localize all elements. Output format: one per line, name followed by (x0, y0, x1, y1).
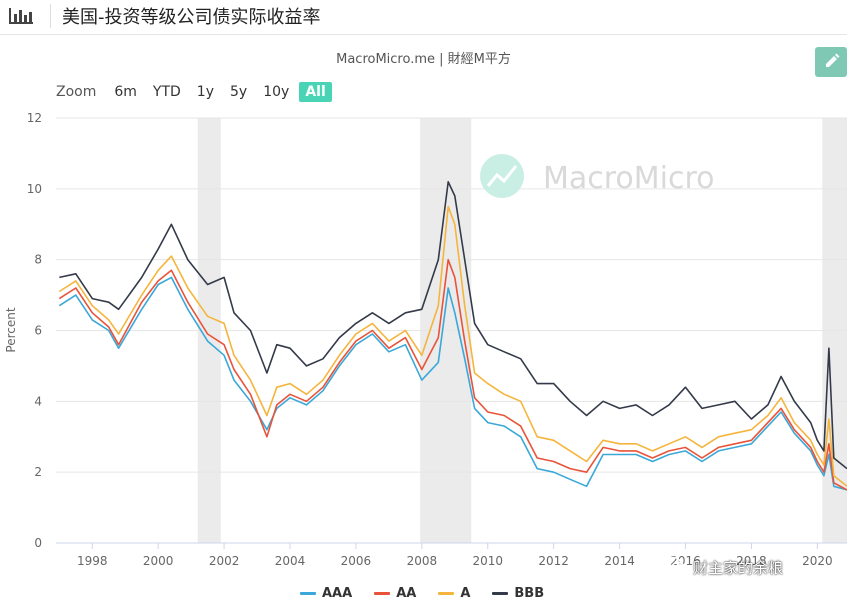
y-tick-label: 12 (27, 111, 42, 125)
overlay-caption: 财主家的余粮 (693, 559, 784, 577)
pencil-icon (826, 53, 840, 67)
x-tick-label: 2020 (802, 554, 833, 568)
watermark: MacroMicro (480, 154, 715, 198)
legend-item-aaa[interactable]: AAA (300, 586, 352, 601)
wechat-icon (664, 556, 686, 575)
y-tick-label: 10 (27, 182, 42, 196)
page-title: 美国-投资等级公司债实际收益率 (62, 7, 321, 28)
series-line-bbb (59, 181, 847, 470)
y-tick-label: 2 (34, 465, 42, 479)
x-tick-label: 2002 (209, 554, 240, 568)
x-tick-label: 2006 (341, 554, 372, 568)
legend-swatch-bbb (492, 592, 509, 595)
legend-swatch-aa (374, 592, 391, 595)
zoom-5y-button[interactable]: 5y (230, 84, 248, 100)
y-tick-label: 4 (34, 394, 42, 408)
y-axis-label: Percent (4, 307, 18, 352)
x-tick-label: 2010 (472, 554, 503, 568)
bar-chart-icon[interactable] (8, 6, 34, 26)
zoom-6m-button[interactable]: 6m (114, 84, 137, 100)
legend-item-a[interactable]: A (438, 586, 470, 601)
legend-label-bbb: BBB (514, 586, 545, 601)
chart-source-label: MacroMicro.me | 財經M平方 (336, 52, 511, 67)
legend-item-bbb[interactable]: BBB (492, 586, 544, 601)
edit-button[interactable] (815, 47, 847, 77)
x-tick-label: 2014 (604, 554, 635, 568)
series-line-aaa (58, 276, 847, 491)
legend-item-aa[interactable]: AA (374, 586, 416, 601)
zoom-label: Zoom (56, 84, 97, 100)
series-line-aa (58, 258, 847, 491)
zoom-all-button[interactable]: All (299, 82, 332, 102)
legend-label-aaa: AAA (322, 586, 353, 601)
legend-label-a: A (460, 586, 471, 601)
x-tick-label: 2004 (275, 554, 306, 568)
zoom-1y-button[interactable]: 1y (196, 84, 214, 100)
legend-label-aa: AA (396, 586, 417, 601)
legend-swatch-aaa (300, 592, 316, 595)
x-tick-label: 2018 (736, 554, 767, 568)
chart-header: 美国-投资等级公司债实际收益率 (0, 0, 847, 35)
x-tick-label: 2016 (670, 554, 701, 568)
y-tick-label: 0 (34, 536, 42, 550)
watermark-text: MacroMicro (543, 161, 715, 196)
x-tick-label: 1998 (77, 554, 108, 568)
header-divider (50, 4, 51, 28)
x-tick-label: 2008 (407, 554, 438, 568)
series-line-a (58, 205, 847, 487)
y-tick-label: 6 (34, 324, 42, 338)
y-tick-label: 8 (34, 253, 42, 267)
x-tick-label: 2012 (538, 554, 569, 568)
legend-swatch-a (438, 592, 455, 595)
zoom-controls: Zoom 6m YTD 1y 5y 10y All (56, 80, 336, 104)
chart-legend: AAA AA A BBB (300, 586, 566, 601)
zoom-10y-button[interactable]: 10y (263, 84, 290, 100)
zoom-ytd-button[interactable]: YTD (152, 84, 181, 100)
x-tick-label: 2000 (143, 554, 174, 568)
